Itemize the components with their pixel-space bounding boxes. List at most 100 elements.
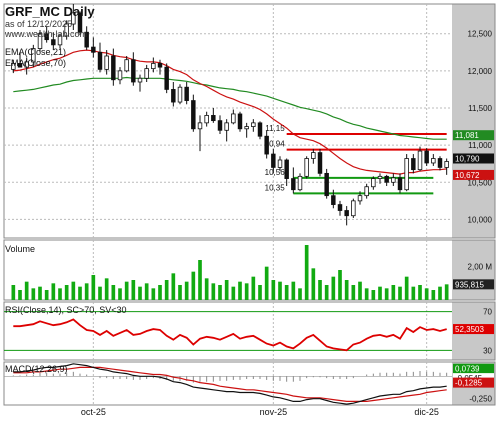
grid-lines bbox=[4, 4, 452, 405]
candle-body bbox=[17, 63, 23, 68]
candle-body bbox=[391, 177, 396, 183]
candle-body bbox=[144, 68, 149, 79]
candle-body bbox=[317, 152, 323, 174]
x-tick-label: oct-25 bbox=[81, 407, 106, 417]
volume-tick-label: 2,00 M bbox=[468, 263, 493, 272]
volume-bar bbox=[211, 283, 216, 300]
site-url: www.wealth-lab.com bbox=[4, 29, 87, 39]
volume-bar bbox=[431, 290, 436, 300]
candle-body bbox=[97, 51, 103, 70]
candle-body bbox=[117, 70, 123, 81]
candle-body bbox=[357, 195, 363, 202]
volume-bar bbox=[184, 281, 189, 300]
volume-bar bbox=[171, 273, 176, 300]
candle-body bbox=[231, 113, 236, 124]
last-value-label: 10,672 bbox=[455, 171, 480, 180]
volume-bar bbox=[418, 285, 422, 300]
volume-bar bbox=[138, 286, 142, 300]
volume-bar bbox=[11, 285, 16, 300]
candle-body bbox=[304, 158, 309, 177]
volume-bar bbox=[411, 286, 416, 300]
candle-body bbox=[297, 175, 303, 191]
candle-body bbox=[437, 158, 443, 168]
rsi-last-label: 52,3503 bbox=[455, 325, 484, 334]
volume-bar bbox=[324, 285, 329, 300]
ema70-label: EMA(Close,70) bbox=[5, 58, 66, 68]
candle-body bbox=[151, 63, 156, 70]
volume-bar bbox=[378, 286, 382, 300]
volume-bar bbox=[364, 288, 369, 300]
candle-body bbox=[311, 152, 316, 159]
volume-bar bbox=[278, 281, 282, 300]
y-tick-label: 10,000 bbox=[468, 215, 493, 224]
candle-body bbox=[371, 178, 376, 188]
candle-body bbox=[157, 63, 163, 68]
candle-body bbox=[237, 113, 243, 130]
volume-bar bbox=[391, 285, 396, 300]
panel-frames bbox=[3, 3, 496, 406]
candle-body bbox=[251, 122, 256, 127]
last-value-box bbox=[453, 169, 494, 180]
candle-body bbox=[431, 158, 436, 164]
candle-body bbox=[64, 23, 69, 37]
chart-title: GRF_MC Daily bbox=[5, 4, 95, 19]
x-axis: oct-25 nov-25 dic-25 bbox=[81, 407, 439, 417]
volume-title: Volume bbox=[5, 244, 35, 254]
volume-bar bbox=[311, 268, 316, 300]
last-value-box bbox=[453, 153, 494, 164]
volume-bar bbox=[178, 285, 182, 300]
volume-bar bbox=[384, 288, 389, 300]
volume-last-label: 935,815 bbox=[455, 280, 484, 289]
candle-body bbox=[124, 59, 129, 72]
candle-body bbox=[257, 122, 263, 137]
volume-bar bbox=[44, 290, 49, 300]
macd-signal-line bbox=[13, 366, 447, 402]
volume-bar bbox=[191, 271, 196, 300]
candle-body bbox=[71, 12, 76, 25]
volume-bar bbox=[144, 283, 149, 300]
candle-body bbox=[417, 150, 423, 171]
volume-bar bbox=[91, 275, 96, 300]
ema70-line bbox=[13, 76, 447, 140]
candle-body bbox=[84, 31, 89, 48]
candle-body bbox=[351, 200, 356, 217]
candle-body bbox=[57, 35, 63, 46]
last-value-label: 11,081 bbox=[455, 131, 479, 140]
candle-body bbox=[224, 122, 229, 131]
candle-body bbox=[77, 12, 83, 33]
y-tick-label: 11,500 bbox=[468, 104, 492, 113]
volume-bar bbox=[38, 286, 42, 300]
volume-bar bbox=[58, 288, 62, 300]
volume-bar bbox=[304, 245, 309, 300]
macd-last-box bbox=[453, 363, 494, 374]
y-tick-label: 10,500 bbox=[468, 178, 493, 187]
macd-line bbox=[13, 363, 447, 405]
rsi-last-box bbox=[453, 324, 494, 335]
candle-body bbox=[191, 100, 196, 130]
volume-bar bbox=[51, 283, 56, 300]
candle-body bbox=[177, 86, 183, 103]
volume-bar bbox=[258, 285, 262, 300]
candle-body bbox=[197, 122, 203, 130]
candle-body bbox=[271, 153, 276, 168]
volume-bar bbox=[398, 286, 402, 300]
volume-bar bbox=[231, 286, 236, 300]
candle-body bbox=[31, 48, 36, 63]
candle-body bbox=[384, 175, 389, 183]
candle-body bbox=[137, 77, 143, 83]
volume-bar bbox=[318, 280, 322, 300]
rsi-frame bbox=[3, 301, 496, 361]
volume-bar bbox=[251, 276, 256, 300]
candle-body bbox=[291, 178, 296, 191]
candle-body bbox=[164, 66, 169, 90]
volume-bar bbox=[424, 288, 429, 300]
volume-bar bbox=[198, 260, 202, 300]
candle-body bbox=[211, 115, 216, 122]
macd-tick-label: -0,250 bbox=[469, 395, 492, 404]
rsi-line bbox=[13, 318, 447, 352]
volume-bar bbox=[18, 290, 22, 300]
volume-bar bbox=[358, 281, 362, 300]
volume-bar bbox=[371, 290, 376, 300]
price-panel: 11,15 10,94 10,56 10,35 bbox=[11, 4, 449, 226]
level-label: 10,35 bbox=[265, 183, 286, 192]
